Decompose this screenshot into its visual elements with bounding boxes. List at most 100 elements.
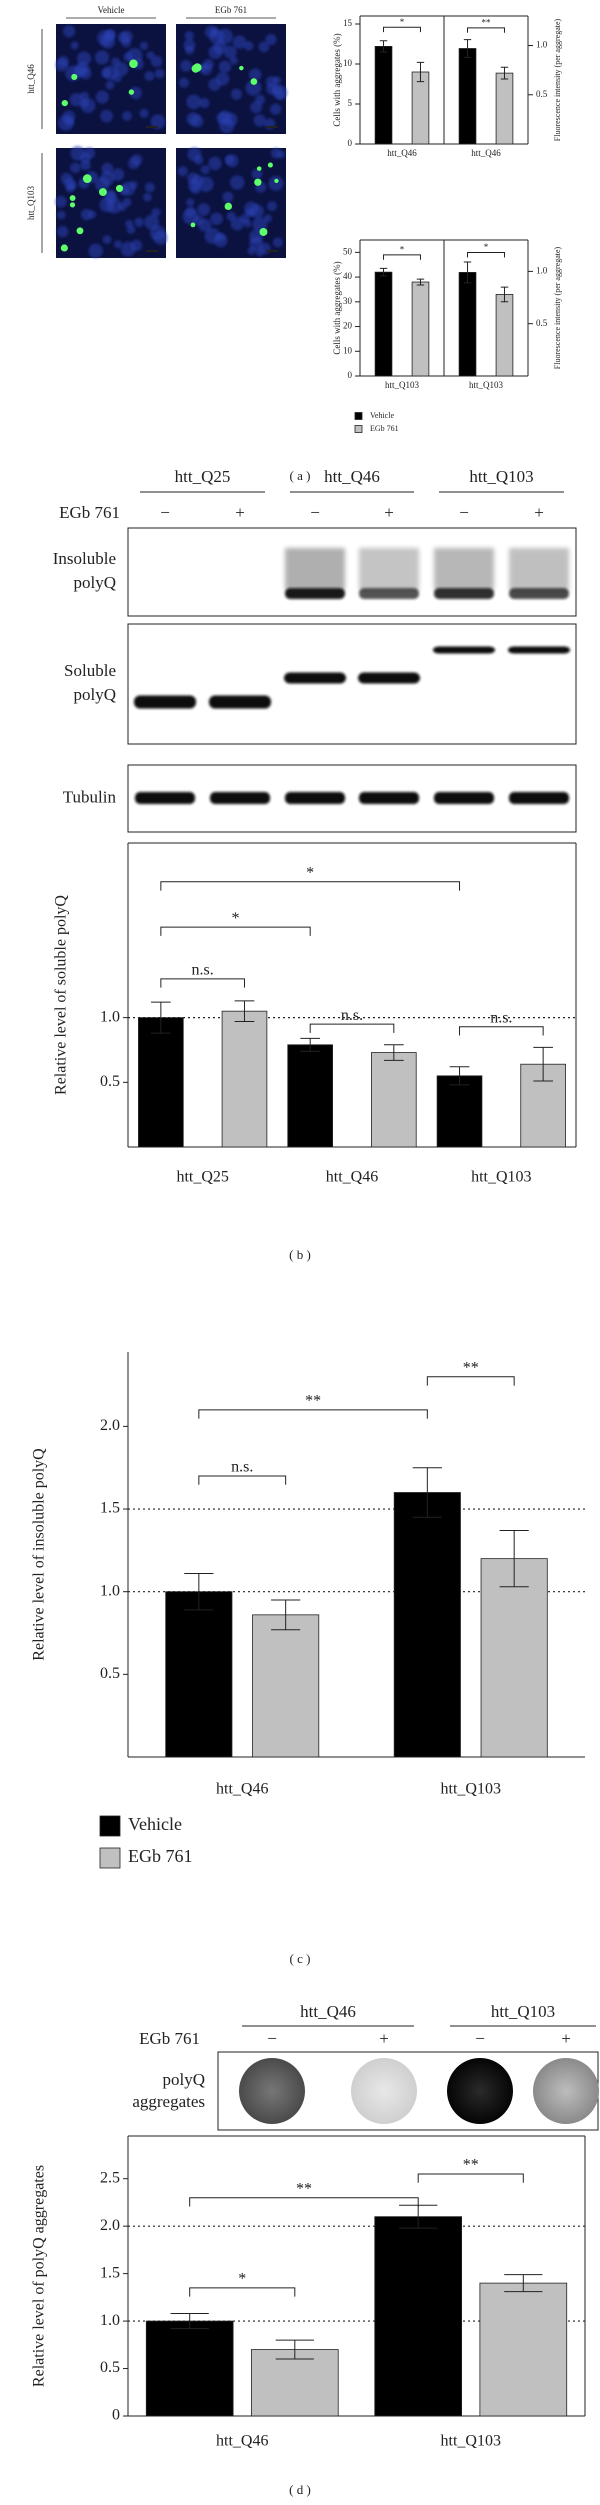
x-tick-label: htt_Q103 <box>469 380 504 390</box>
nucleus <box>94 50 110 65</box>
group-label: htt_Q46 <box>324 467 380 486</box>
legend-label: Vehicle <box>370 411 394 420</box>
nucleus <box>144 182 155 193</box>
legend-label: EGb 761 <box>128 1846 193 1866</box>
y2-tick-label: 0.5 <box>536 318 548 328</box>
y-tick-label: 0 <box>348 370 353 380</box>
bar <box>495 293 514 377</box>
significance-label: n.s. <box>490 1009 512 1026</box>
error-bar <box>463 39 472 58</box>
aggregate <box>274 178 279 184</box>
blot-row-label: Soluble <box>64 661 116 680</box>
blot-band <box>359 588 419 599</box>
aggregate <box>61 99 68 107</box>
significance-bracket <box>426 1376 515 1386</box>
y-tick-label: 2.0 <box>100 1417 120 1434</box>
aggregate <box>82 174 92 183</box>
significance-bracket <box>383 254 421 260</box>
nucleus <box>265 33 277 46</box>
nucleus <box>239 213 250 224</box>
y2-tick-label: 1.0 <box>536 265 548 275</box>
blot-row-label: aggregates <box>132 2092 205 2111</box>
nucleus <box>217 28 233 45</box>
aggregate <box>254 178 262 186</box>
x-tick-label: htt_Q46 <box>471 148 501 158</box>
panel-label: ( c ) <box>290 1951 311 1966</box>
blot-band <box>135 792 195 804</box>
y2-axis-label: Fluorescence intensity (per aggregate) <box>553 246 562 369</box>
x-tick-label: htt_Q46 <box>216 2433 268 2450</box>
significance-label: * <box>306 864 314 881</box>
group-label: htt_Q103 <box>469 467 533 486</box>
y-tick-label: 1.0 <box>100 1008 120 1025</box>
blot-frame <box>127 623 577 745</box>
nucleus <box>199 97 210 109</box>
nucleus <box>190 114 204 128</box>
significance-bracket <box>459 1026 544 1036</box>
aggregate <box>60 244 68 252</box>
blot-frame <box>127 764 577 833</box>
row-label: htt_Q103 <box>26 186 36 221</box>
nucleus <box>216 112 229 125</box>
aggregate <box>267 162 273 168</box>
blot-row-label: Insoluble <box>53 549 116 568</box>
nucleus <box>154 68 165 79</box>
nucleus <box>129 180 138 190</box>
x-tick-label: htt_Q103 <box>441 1781 501 1798</box>
y-tick-label: 20 <box>343 321 353 331</box>
nucleus <box>101 67 112 78</box>
y2-axis-label: Fluorescence intensity (per aggregate) <box>553 18 562 141</box>
y-tick-label: 0 <box>348 138 353 148</box>
aggregate <box>76 227 84 235</box>
significance-bracket <box>189 2197 419 2207</box>
nucleus <box>194 155 204 165</box>
nucleus <box>272 237 283 248</box>
nucleus <box>182 208 199 225</box>
significance-bracket <box>417 2173 524 2183</box>
nucleus <box>122 197 132 207</box>
bar <box>411 281 430 377</box>
blot-row-label: polyQ <box>74 685 117 704</box>
nucleus <box>122 111 132 121</box>
bar <box>165 1591 233 1758</box>
x-tick-label: htt_Q103 <box>385 380 420 390</box>
nucleus <box>218 60 232 73</box>
nucleus <box>203 58 214 70</box>
significance-bracket <box>189 2287 296 2297</box>
bar <box>145 2320 234 2417</box>
nucleus <box>64 116 74 127</box>
treatment-mark: − <box>459 503 469 522</box>
treatment-mark: + <box>534 503 544 522</box>
aggregate <box>71 73 78 80</box>
nucleus <box>76 51 92 66</box>
nucleus <box>208 78 221 91</box>
nucleus <box>272 76 282 85</box>
nucleus <box>184 31 195 41</box>
group-label: htt_Q103 <box>491 2002 555 2021</box>
nucleus <box>80 208 93 221</box>
panel-label: ( b ) <box>289 1247 311 1262</box>
nucleus <box>254 94 266 105</box>
legend-swatch <box>99 1815 121 1837</box>
nucleus <box>70 162 81 174</box>
significance-label: * <box>400 17 405 27</box>
blot-band <box>284 672 346 684</box>
error-bar <box>412 1467 442 1518</box>
aggregate <box>129 59 138 69</box>
error-bar <box>150 1001 171 1034</box>
significance-bracket <box>467 252 505 258</box>
aggregate <box>256 166 262 171</box>
nucleus <box>186 94 202 110</box>
nucleus <box>102 235 112 244</box>
bar <box>138 1017 184 1148</box>
nucleus <box>151 207 161 218</box>
nucleus <box>180 60 193 72</box>
nucleus <box>267 201 277 212</box>
bar <box>411 71 430 145</box>
blot-band <box>285 792 345 804</box>
error-bar <box>533 1046 554 1082</box>
nucleus <box>120 241 136 257</box>
nucleus <box>56 225 69 238</box>
blot-smear <box>285 548 345 590</box>
